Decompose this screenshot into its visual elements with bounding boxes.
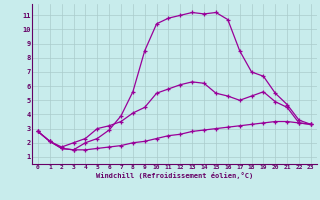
X-axis label: Windchill (Refroidissement éolien,°C): Windchill (Refroidissement éolien,°C) [96,172,253,179]
